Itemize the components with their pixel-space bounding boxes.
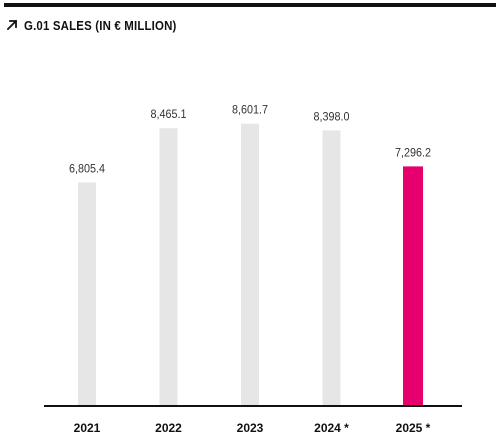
arrow-up-right-icon bbox=[6, 19, 18, 31]
chart-title: G.01 SALES (IN € MILLION) bbox=[24, 17, 177, 33]
bar-2021 bbox=[78, 182, 96, 405]
value-label: 7,296.2 bbox=[395, 145, 431, 159]
bar-2024 bbox=[322, 130, 341, 405]
value-label: 8,465.1 bbox=[151, 107, 187, 121]
value-label: 8,601.7 bbox=[232, 103, 268, 117]
category-label: 2021 bbox=[74, 421, 101, 435]
bar-2025 bbox=[403, 166, 423, 405]
bar-2023 bbox=[241, 123, 259, 405]
category-label: 2024 * bbox=[314, 421, 349, 435]
top-rule bbox=[4, 3, 496, 7]
category-label: 2022 bbox=[155, 421, 182, 435]
chart-header: G.01 SALES (IN € MILLION) bbox=[6, 14, 197, 36]
value-label: 6,805.4 bbox=[69, 162, 105, 176]
category-label: 2025 * bbox=[396, 421, 431, 435]
category-label: 2023 bbox=[237, 421, 264, 435]
bar-2022 bbox=[159, 128, 178, 405]
value-label: 8,398.0 bbox=[314, 109, 350, 123]
